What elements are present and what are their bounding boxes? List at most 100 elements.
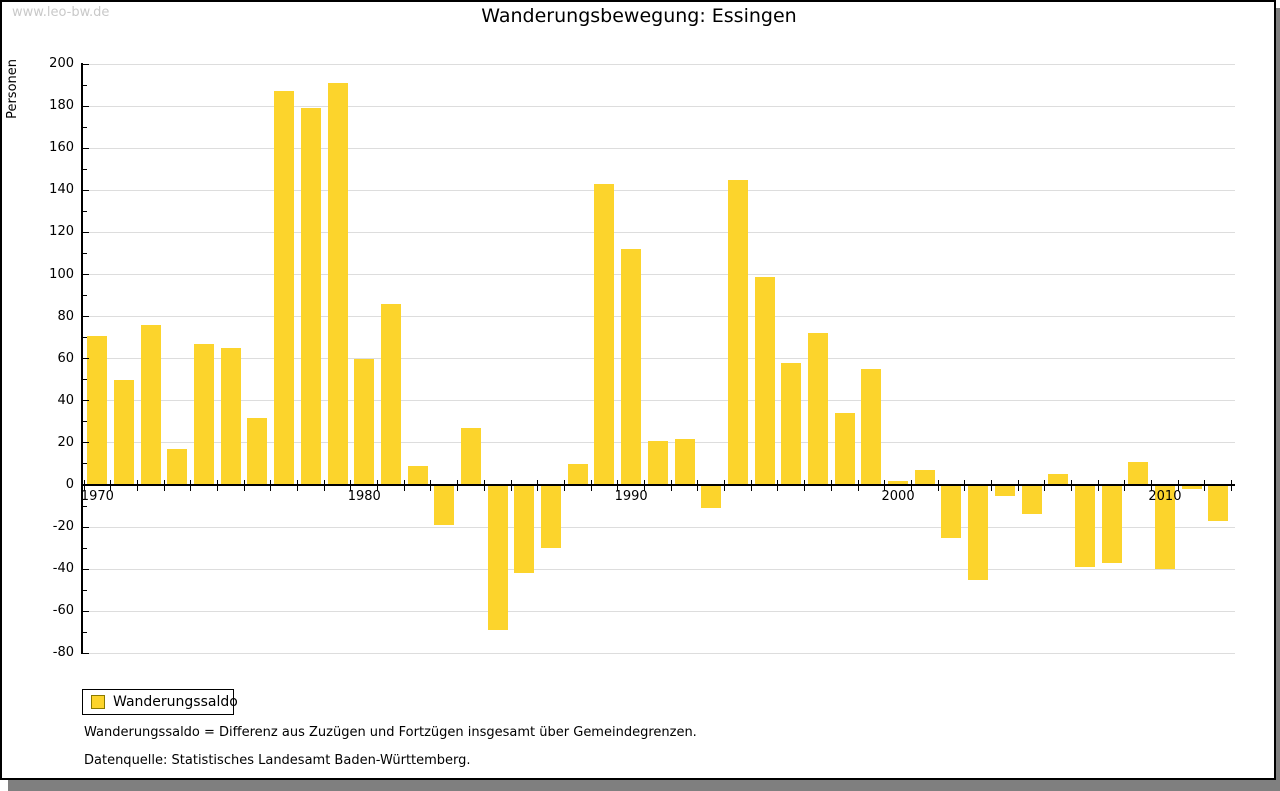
x-axis-tick: [83, 480, 85, 491]
x-axis-tick: [403, 480, 405, 491]
y-axis-minor-tick: [83, 295, 87, 297]
x-axis-tick: [884, 480, 886, 491]
y-axis-major-tick: [83, 316, 89, 318]
y-axis-major-tick: [83, 526, 89, 528]
y-axis-minor-tick: [83, 210, 87, 212]
y-axis-major-tick: [83, 400, 89, 402]
y-tick-label: 200: [49, 56, 74, 71]
x-axis-tick: [643, 480, 645, 491]
bar-2001: [914, 470, 935, 485]
x-axis-tick: [1151, 480, 1153, 491]
x-axis-tick: [190, 480, 192, 491]
bar-1988: [567, 463, 588, 485]
bar-1972: [140, 325, 161, 485]
gridline: [83, 147, 1235, 149]
x-axis-tick: [670, 480, 672, 491]
y-tick-label: 80: [57, 308, 74, 324]
y-axis-major-tick: [83, 358, 89, 360]
x-axis-tick: [1124, 480, 1126, 491]
window-shadow-bottom: [8, 780, 1280, 791]
x-axis-tick: [323, 480, 325, 491]
bar-1991: [647, 440, 668, 485]
gridline: [83, 231, 1235, 233]
y-axis-minor-tick: [83, 126, 87, 128]
x-axis-tick: [216, 480, 218, 491]
x-axis-tick: [430, 480, 432, 491]
y-tick-label: -40: [52, 561, 74, 577]
x-axis-tick: [270, 480, 272, 491]
x-axis-tick: [724, 480, 726, 491]
x-tick-label-1990: 1990: [614, 489, 648, 504]
x-axis-tick: [377, 480, 379, 491]
y-axis-minor-tick: [83, 252, 87, 254]
y-axis-major-tick: [83, 274, 89, 275]
bar-1979: [327, 82, 348, 485]
y-axis-minor-tick: [83, 631, 87, 633]
x-axis-tick: [1177, 480, 1179, 491]
bar-1983: [434, 485, 455, 525]
bar-2008: [1101, 485, 1122, 563]
x-axis-tick: [697, 480, 699, 491]
y-axis-major-tick: [83, 231, 89, 233]
y-tick-label: -20: [52, 519, 74, 535]
y-tick-label: 60: [57, 350, 74, 366]
y-axis-major-tick: [83, 147, 89, 149]
bar-2006: [1048, 474, 1069, 485]
bar-1996: [781, 362, 802, 485]
x-axis-tick: [964, 480, 966, 491]
x-axis-tick: [1097, 480, 1099, 491]
bar-2009: [1128, 461, 1149, 485]
x-axis-tick: [1071, 480, 1073, 491]
bar-1990: [621, 249, 642, 485]
x-axis-tick: [990, 480, 992, 491]
bar-1987: [541, 485, 562, 549]
bar-1989: [594, 183, 615, 485]
footnote-source: Datenquelle: Statistisches Landesamt Bad…: [84, 753, 471, 768]
x-axis-tick: [510, 480, 512, 491]
x-tick-label-2000: 2000: [881, 489, 915, 504]
x-axis-zero-line: [81, 484, 1235, 486]
gridline: [83, 568, 1235, 570]
gridline: [83, 610, 1235, 612]
y-tick-label: -60: [52, 603, 74, 619]
y-axis-minor-tick: [83, 505, 87, 507]
y-axis-minor-tick: [83, 168, 87, 170]
y-tick-label: 160: [49, 140, 74, 156]
bar-2010: [1154, 485, 1175, 570]
x-axis-tick: [136, 480, 138, 491]
bar-1982: [407, 466, 428, 485]
x-axis-tick: [483, 480, 485, 491]
x-axis-tick: [297, 480, 299, 491]
x-axis-tick: [617, 480, 619, 491]
y-axis-minor-tick: [83, 421, 87, 423]
y-tick-label: 140: [49, 182, 74, 198]
window-shadow-right: [1276, 8, 1280, 783]
x-tick-label-2010: 2010: [1148, 489, 1182, 504]
bar-1978: [300, 108, 321, 485]
x-axis-tick: [1204, 480, 1206, 491]
x-axis-tick: [350, 480, 352, 491]
bar-1997: [807, 333, 828, 485]
x-axis-tick: [243, 480, 245, 491]
bar-1974: [194, 343, 215, 485]
x-axis-tick: [537, 480, 539, 491]
bar-2012: [1208, 485, 1229, 521]
gridline: [83, 316, 1235, 318]
x-axis-tick: [804, 480, 806, 491]
x-axis-tick: [910, 480, 912, 491]
bar-1985: [487, 485, 508, 631]
y-axis-major-tick: [83, 568, 89, 570]
x-axis-tick: [590, 480, 592, 491]
bar-1973: [167, 449, 188, 485]
gridline: [83, 63, 1235, 65]
x-axis-tick: [830, 480, 832, 491]
watermark: www.leo-bw.de: [12, 5, 110, 20]
page-title: Wanderungsbewegung: Essingen: [481, 5, 797, 27]
x-axis-tick: [857, 480, 859, 491]
bar-2005: [1021, 485, 1042, 515]
legend-swatch-icon: [91, 695, 105, 709]
bar-2002: [941, 485, 962, 538]
y-axis-minor-tick: [83, 84, 87, 86]
x-axis-tick: [110, 480, 112, 491]
y-axis-minor-tick: [83, 547, 87, 549]
